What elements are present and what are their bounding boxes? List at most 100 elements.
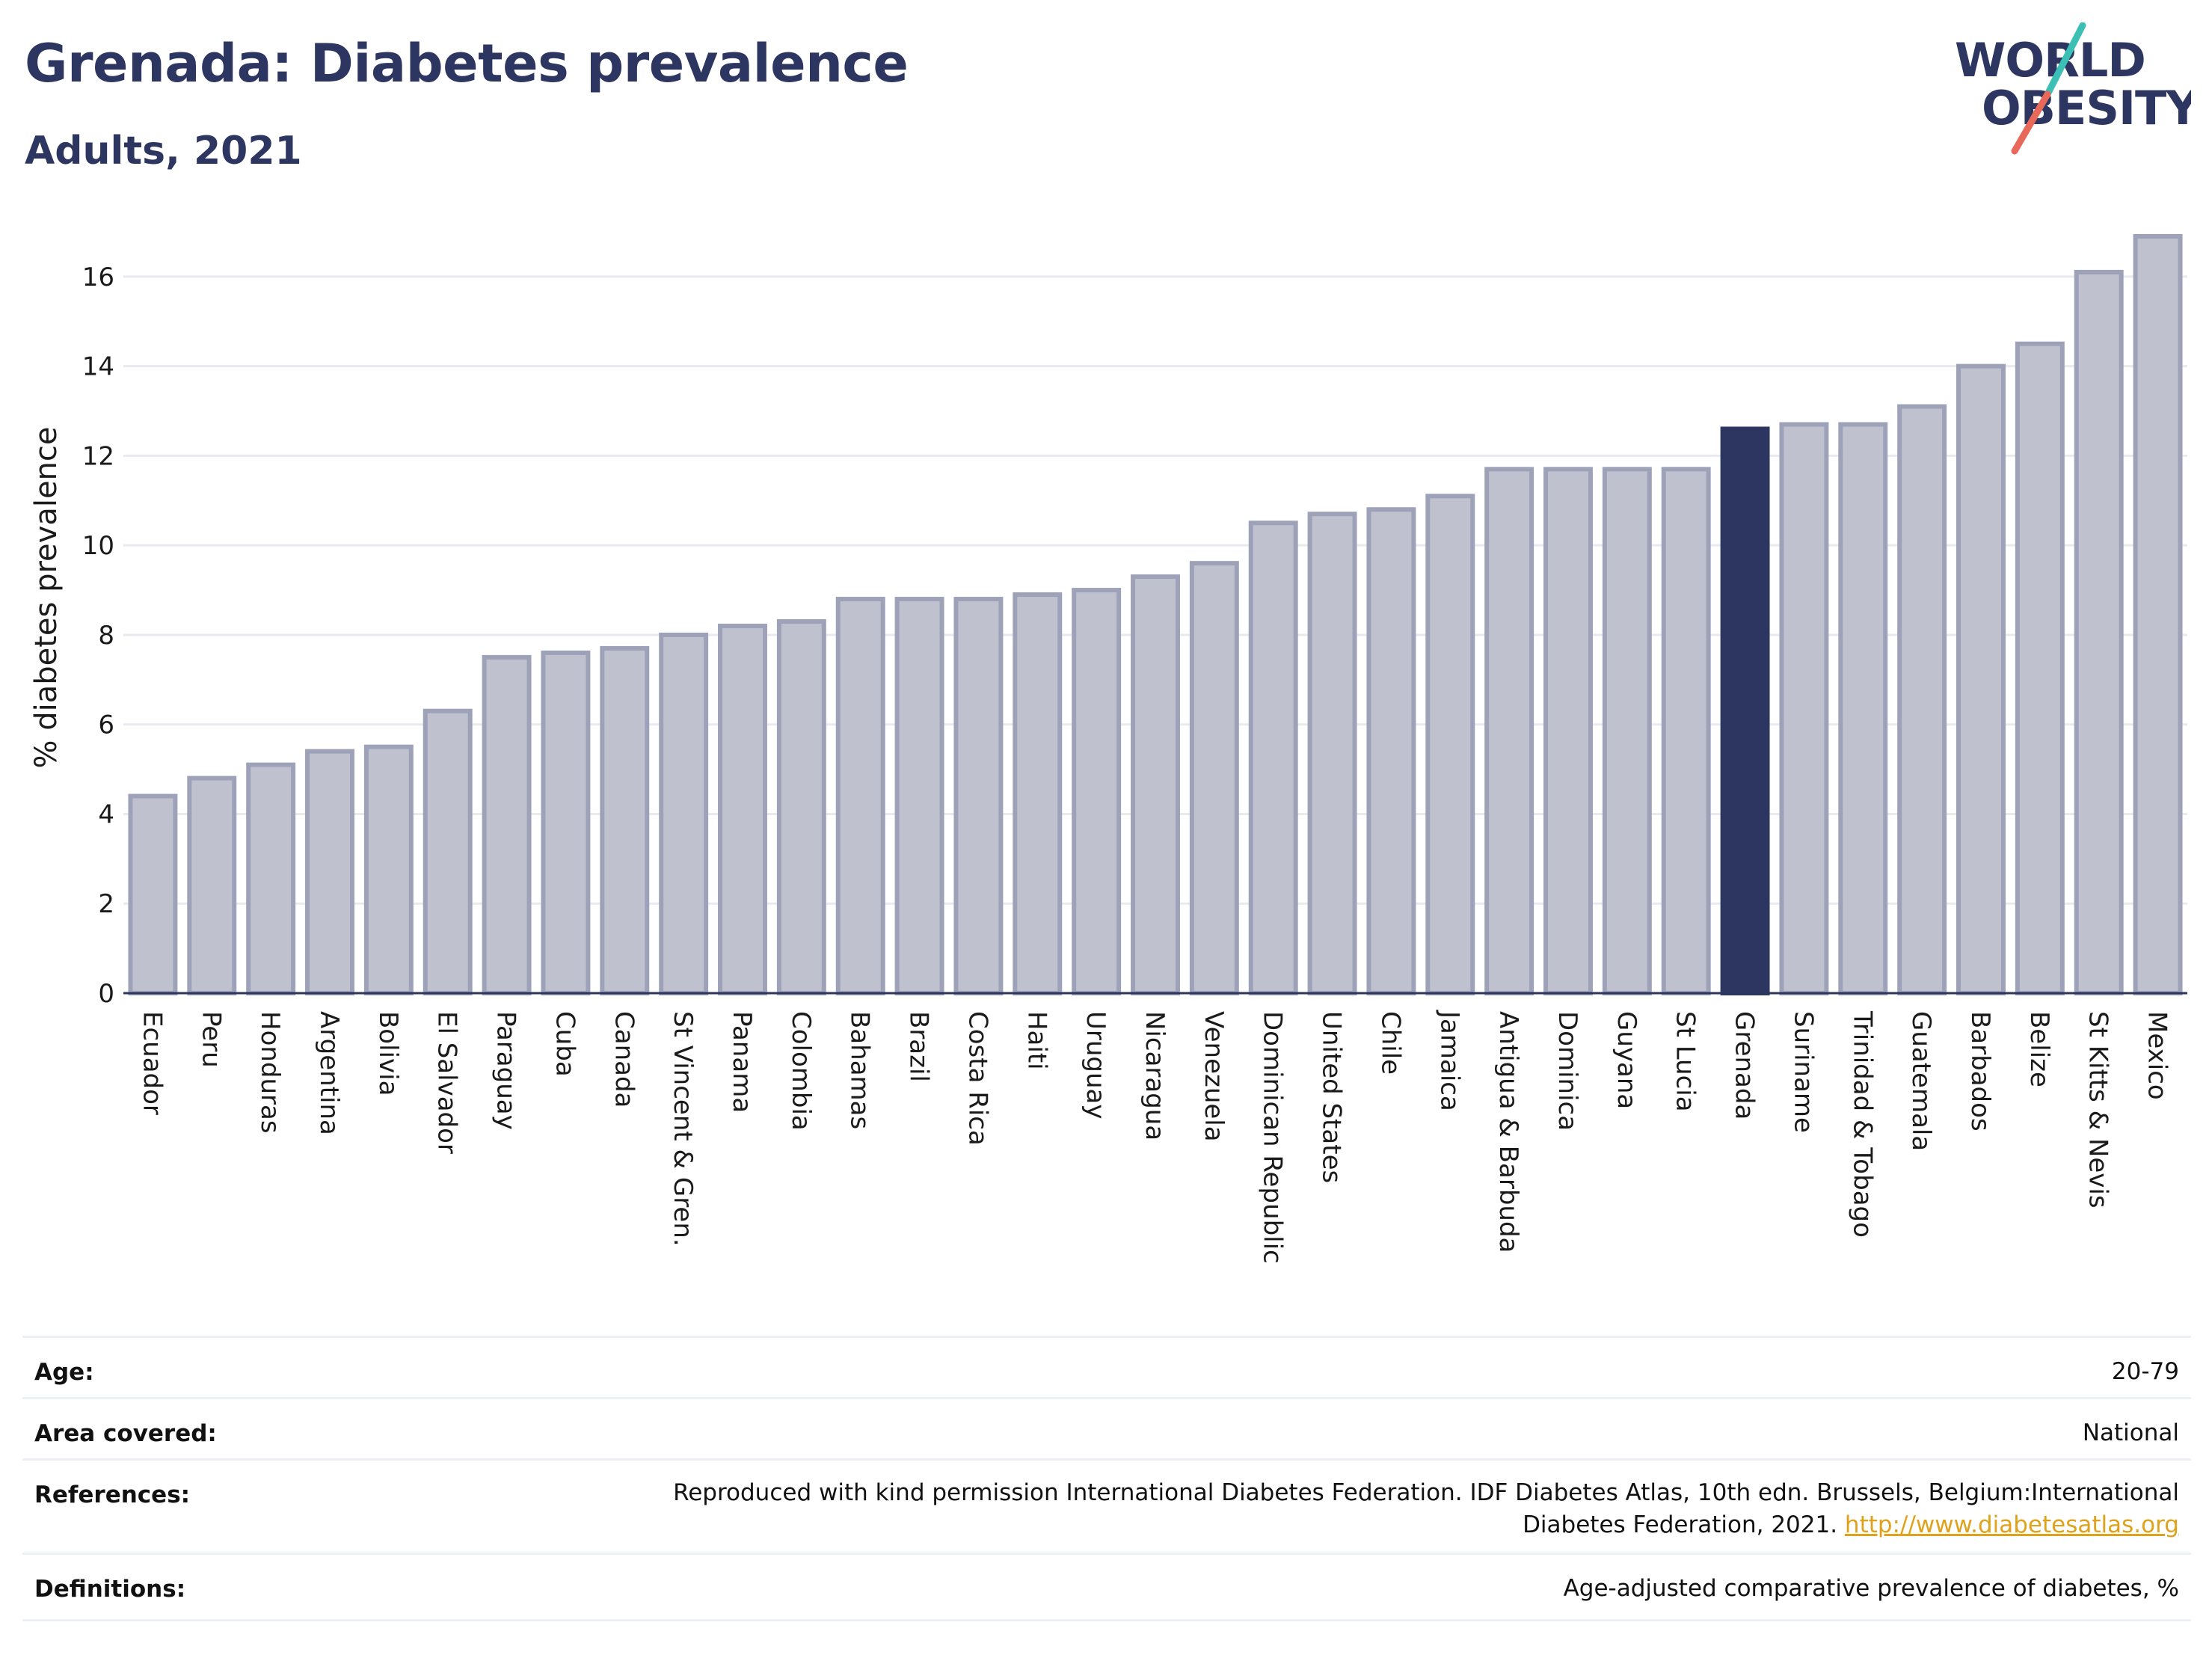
y-tick-label: 4 (98, 799, 114, 829)
bar (363, 744, 414, 995)
info-value-age: 20-79 (2111, 1358, 2179, 1385)
x-tick-label: Uruguay (1081, 1011, 1110, 1120)
x-tick-label: Argentina (314, 1011, 344, 1135)
x-tick-label: Colombia (786, 1011, 816, 1131)
references-line2: Diabetes Federation, 2021. http://www.di… (673, 1509, 2179, 1541)
x-tick-label: Dominican Republic (1258, 1011, 1288, 1264)
x-tick-label: Paraguay (491, 1011, 521, 1130)
x-tick-label: Belize (2024, 1011, 2054, 1087)
x-tick-label: Venezuela (1199, 1011, 1229, 1142)
bar (482, 654, 532, 995)
x-tick-label: Chile (1375, 1011, 1405, 1075)
x-tick-label: Suriname (1788, 1011, 1818, 1133)
bar (1838, 422, 1888, 995)
x-tick-label: Ecuador (137, 1011, 167, 1115)
info-label-definitions: Definitions: (34, 1576, 186, 1603)
bar (2074, 269, 2124, 995)
info-row-area: Area covered: National (22, 1397, 2191, 1459)
bar (1131, 574, 1180, 995)
info-label-age: Age: (34, 1359, 94, 1386)
bar (1956, 363, 2006, 996)
x-tick-label: Canada (609, 1011, 639, 1108)
x-tick-label: Guyana (1612, 1011, 1641, 1109)
bar (1897, 404, 1947, 995)
references-link[interactable]: http://www.diabetesatlas.org (1844, 1511, 2179, 1538)
y-tick-labels: 0 2 4 6 8 10 12 14 16 (82, 262, 114, 1009)
info-row-definitions: Definitions: Age-adjusted comparative pr… (22, 1553, 2191, 1621)
x-tick-label: Barbados (1965, 1011, 1995, 1132)
bar (541, 650, 591, 995)
bar (659, 632, 709, 995)
y-tick-label: 10 (82, 531, 114, 561)
bar (776, 618, 826, 995)
x-tick-label: Costa Rica (962, 1011, 992, 1146)
y-axis-label: % diabetes prevalence (29, 426, 64, 768)
logo-slash-bottom (2011, 90, 2051, 155)
x-tick-label: Trinidad & Tobago (1847, 1010, 1877, 1238)
y-tick-label: 16 (82, 262, 114, 292)
chart-subtitle: Adults, 2021 (25, 129, 302, 174)
y-tick-label: 0 (98, 979, 114, 1009)
y-tick-label: 2 (98, 889, 114, 919)
info-value-area: National (2082, 1419, 2179, 1446)
bar (2015, 341, 2065, 995)
bar (718, 623, 767, 996)
x-tick-label: St Kitts & Nevis (2083, 1011, 2113, 1209)
logo-line1: WORLD (1955, 33, 2145, 87)
bar (600, 645, 650, 995)
info-label-area: Area covered: (34, 1420, 217, 1447)
bar-highlighted (1720, 426, 1770, 995)
logo-slash-top (2044, 22, 2086, 98)
info-value-definitions: Age-adjusted comparative prevalence of d… (1563, 1575, 2179, 1602)
y-tick-label: 8 (98, 621, 114, 651)
bar (423, 708, 473, 995)
x-tick-label: Cuba (550, 1011, 580, 1077)
bar-chart: 0 2 4 6 8 10 12 14 16 Ecuador Peru Honduras Argenti… (29, 233, 2187, 1264)
x-tick-label: Grenada (1730, 1011, 1760, 1120)
x-tick-label: St Lucia (1671, 1011, 1701, 1112)
x-tick-label: Antigua & Barbuda (1493, 1011, 1523, 1253)
x-tick-label: Peru (196, 1011, 226, 1068)
x-tick-label: Panama (727, 1011, 757, 1113)
info-value-references: Reproduced with kind permission Internat… (673, 1477, 2179, 1541)
x-tick-label: Honduras (255, 1011, 285, 1134)
y-tick-label: 14 (82, 352, 114, 382)
bar (1248, 521, 1298, 995)
bar (835, 597, 885, 995)
x-tick-labels: Ecuador Peru Honduras Argentina Bolivia El Sa… (137, 1010, 2172, 1264)
bar (894, 597, 944, 995)
bar (1543, 467, 1593, 995)
x-tick-label: Haiti (1021, 1011, 1051, 1070)
references-line2-text: Diabetes Federation, 2021. (1523, 1511, 1838, 1538)
x-tick-label: Bolivia (373, 1011, 403, 1096)
y-tick-label: 6 (98, 710, 114, 740)
bar (1013, 592, 1063, 995)
references-line1: Reproduced with kind permission Internat… (673, 1479, 2179, 1506)
y-tick-label: 12 (82, 441, 114, 471)
logo-line2: OBESITY (1982, 81, 2191, 135)
bar (1779, 422, 1829, 995)
info-row-references: References: Reproduced with kind permiss… (22, 1458, 2191, 1553)
bar (953, 597, 1004, 995)
info-row-age: Age: 20-79 (22, 1336, 2191, 1398)
bar (1602, 467, 1652, 995)
x-tick-label: Bahamas (845, 1011, 875, 1129)
x-tick-label: Jamaica (1434, 1010, 1464, 1111)
bar (1484, 467, 1534, 995)
bar (246, 762, 296, 995)
info-label-references: References: (34, 1481, 191, 1508)
bar (128, 793, 178, 996)
x-tick-label: El Salvador (432, 1011, 462, 1154)
x-tick-label: Guatemala (1906, 1011, 1936, 1151)
bar (1189, 561, 1239, 995)
x-tick-label: United States (1317, 1011, 1347, 1183)
world-obesity-logo: WORLD OBESITY (1955, 22, 2191, 155)
x-tick-label: Mexico (2142, 1011, 2172, 1100)
bar (1072, 588, 1122, 995)
chart-title: Grenada: Diabetes prevalence (25, 33, 909, 94)
x-tick-label: Brazil (904, 1011, 934, 1082)
bar (1425, 494, 1475, 995)
bar (187, 776, 237, 995)
bar (1307, 512, 1357, 995)
bar (2133, 233, 2183, 995)
